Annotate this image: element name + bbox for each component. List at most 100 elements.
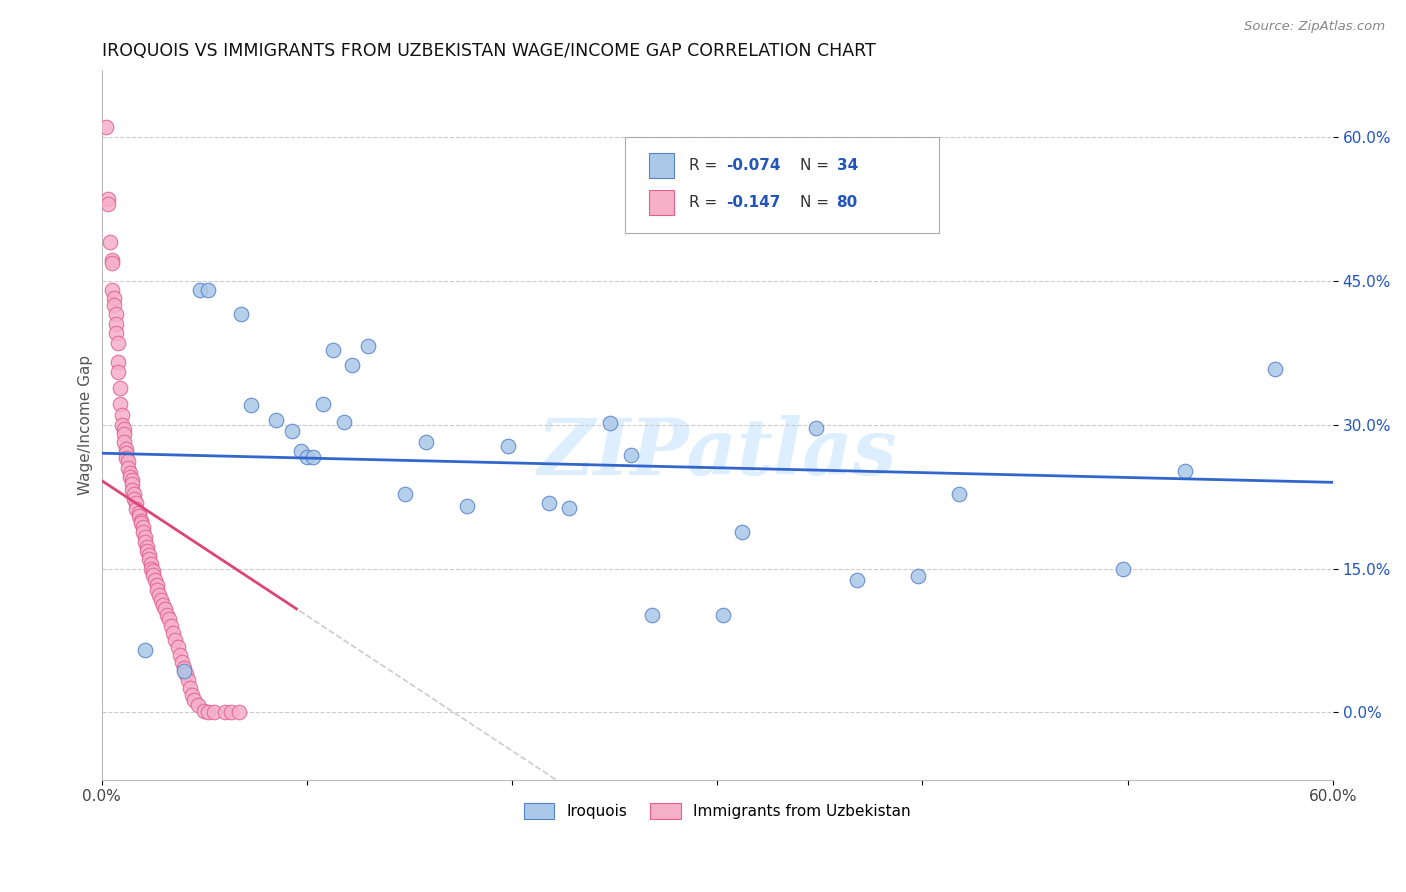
Point [104, 317, 127, 331]
Point [640, 607, 662, 622]
Point [107, 355, 129, 369]
Point [496, 439, 519, 453]
Point [177, 673, 200, 687]
Point [845, 573, 868, 587]
Point [115, 442, 138, 456]
Point [907, 569, 929, 583]
Point [312, 396, 335, 410]
Point [134, 530, 156, 544]
Point [117, 454, 139, 468]
Point [1112, 561, 1135, 575]
Point [128, 506, 150, 520]
Point [103, 291, 125, 305]
Point [139, 561, 162, 575]
Text: -0.074: -0.074 [725, 158, 780, 173]
Point [155, 602, 177, 616]
Point [135, 541, 157, 555]
Point [117, 460, 139, 475]
Point [804, 421, 827, 435]
Point [193, 704, 215, 718]
Point [231, 307, 253, 321]
Text: Source: ZipAtlas.com: Source: ZipAtlas.com [1244, 20, 1385, 33]
Point [948, 486, 970, 500]
Point [197, 283, 219, 297]
Point [290, 444, 312, 458]
Point [120, 466, 142, 480]
Point [142, 565, 165, 579]
Point [124, 486, 146, 500]
Point [146, 582, 169, 597]
Point [131, 525, 153, 540]
Point [165, 633, 187, 648]
Text: N =: N = [800, 195, 834, 210]
Text: -0.147: -0.147 [725, 195, 780, 210]
Text: 80: 80 [837, 195, 858, 210]
Point [143, 573, 166, 587]
Point [125, 502, 148, 516]
Point [135, 544, 157, 558]
Point [240, 399, 263, 413]
Point [125, 496, 148, 510]
Point [115, 446, 138, 460]
Point [456, 499, 478, 513]
Point [150, 593, 173, 607]
Text: IROQUOIS VS IMMIGRANTS FROM UZBEKISTAN WAGE/INCOME GAP CORRELATION CHART: IROQUOIS VS IMMIGRANTS FROM UZBEKISTAN W… [101, 42, 876, 60]
Point [1174, 464, 1197, 478]
Point [157, 612, 180, 626]
Point [101, 283, 124, 297]
Point [731, 525, 754, 540]
FancyBboxPatch shape [650, 190, 673, 215]
Point [537, 496, 560, 510]
Point [146, 578, 169, 592]
Point [112, 422, 135, 436]
Point [134, 643, 156, 657]
Point [183, 693, 205, 707]
Text: 34: 34 [837, 158, 858, 173]
Point [112, 427, 135, 442]
Point [173, 661, 195, 675]
Point [415, 434, 437, 449]
Point [138, 552, 160, 566]
Point [104, 307, 127, 321]
Point [295, 450, 318, 465]
Point [166, 640, 188, 655]
Point [188, 283, 211, 297]
Point [101, 256, 124, 270]
Point [108, 381, 131, 395]
Point [142, 568, 165, 582]
Text: R =: R = [689, 195, 723, 210]
Text: N =: N = [800, 158, 834, 173]
Point [107, 336, 129, 351]
Text: R =: R = [689, 158, 723, 173]
Text: ZIPatlas: ZIPatlas [537, 415, 897, 491]
Point [111, 408, 134, 422]
Point [108, 396, 131, 410]
Point [121, 477, 143, 491]
Point [170, 655, 193, 669]
Point [121, 483, 143, 497]
Point [302, 450, 325, 465]
Point [219, 706, 242, 720]
Point [131, 520, 153, 534]
Point [94, 120, 117, 135]
Point [97, 197, 120, 211]
Point [322, 343, 344, 357]
Point [121, 473, 143, 487]
Point [152, 598, 174, 612]
FancyBboxPatch shape [624, 137, 939, 233]
Point [357, 339, 380, 353]
Point [558, 501, 581, 516]
Point [156, 607, 179, 622]
Point [134, 534, 156, 549]
Point [332, 415, 354, 429]
Point [112, 434, 135, 449]
Point [120, 470, 142, 484]
Point [138, 548, 160, 562]
Point [340, 358, 363, 372]
Point [599, 416, 621, 430]
Point [129, 514, 152, 528]
Point [180, 688, 202, 702]
Point [97, 192, 120, 206]
Point [111, 417, 134, 432]
Point [98, 235, 121, 250]
